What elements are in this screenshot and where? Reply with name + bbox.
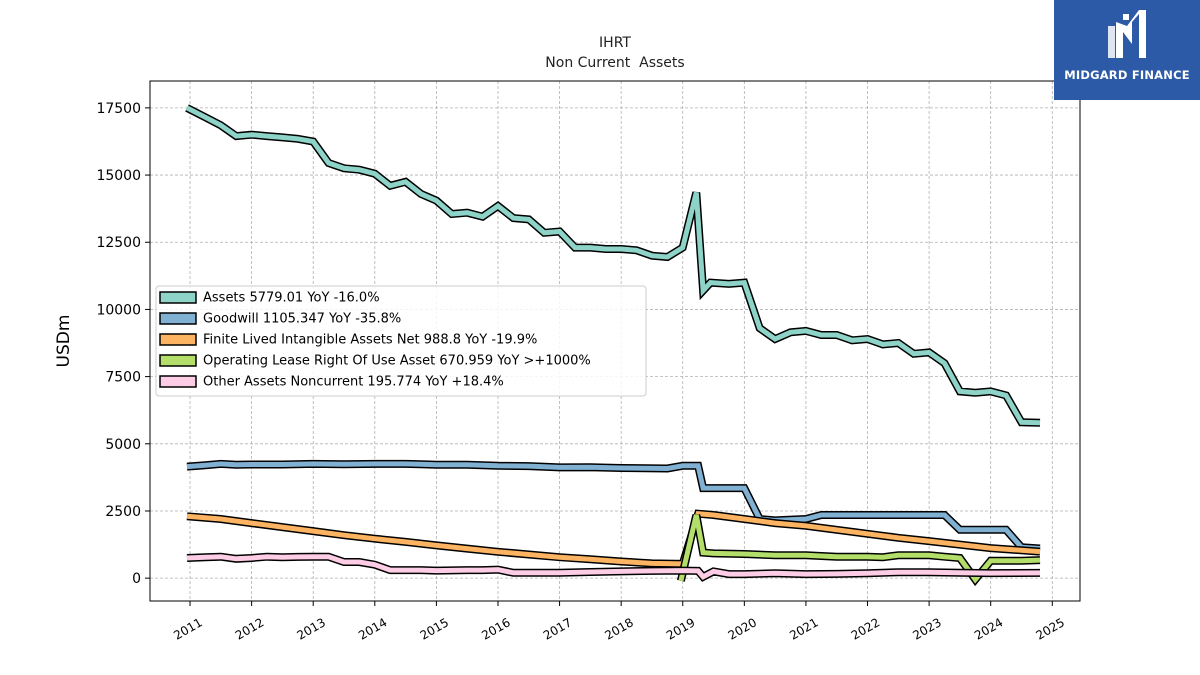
x-tick-label: 2013 <box>294 615 327 642</box>
legend-swatch <box>159 333 197 346</box>
y-tick-label: 10000 <box>96 302 141 318</box>
x-axis: 2011 2012 2013 2014 2015 2016 2017 2018 2019 2020… <box>171 601 1067 643</box>
y-tick-label: 5000 <box>105 437 141 453</box>
legend-label: Operating Lease Right Of Use Asset 670.9… <box>203 354 591 369</box>
x-tick-label: 2025 <box>1034 615 1067 642</box>
series-5 <box>186 552 1041 582</box>
x-tick-label: 2021 <box>787 615 820 642</box>
y-axis: 0 2500 5000 7500 10000 12500 15000 17500 <box>96 101 150 587</box>
series-1 <box>185 104 1041 427</box>
legend-swatch <box>159 291 197 304</box>
x-tick-label: 2024 <box>972 615 1005 642</box>
logo-name: MIDGARD FINANCE <box>1064 68 1190 82</box>
x-tick-label: 2015 <box>418 615 451 642</box>
plot-area <box>149 80 1081 602</box>
x-tick-label: 2012 <box>233 615 266 642</box>
x-tick-label: 2016 <box>479 615 512 642</box>
series-line <box>186 461 1041 551</box>
x-tick-label: 2018 <box>602 615 635 642</box>
legend-box <box>155 285 647 397</box>
legend-label: Goodwill 1105.347 YoY -35.8% <box>203 312 401 327</box>
series-line <box>185 105 1041 426</box>
legend-swatch <box>159 354 197 367</box>
y-tick-label: 17500 <box>96 101 141 117</box>
x-tick-label: 2014 <box>356 615 389 642</box>
y-tick-label: 0 <box>132 571 141 587</box>
y-tick-label: 15000 <box>96 168 141 184</box>
series-layer <box>185 104 1041 587</box>
chart-title: IHRT <box>599 35 631 51</box>
series-3 <box>186 509 1041 568</box>
x-tick-label: 2019 <box>664 615 697 642</box>
x-tick-label: 2022 <box>849 615 882 642</box>
legend: Assets 5779.01 YoY -16.0% Goodwill 1105.3… <box>155 285 647 397</box>
x-tick-label: 2011 <box>171 615 204 642</box>
y-tick-label: 7500 <box>105 370 141 386</box>
midgard-logo-mark <box>1108 10 1146 58</box>
legend-label: Other Assets Noncurrent 195.774 YoY +18.… <box>203 375 504 390</box>
legend-label: Finite Lived Intangible Assets Net 988.8… <box>203 333 537 348</box>
legend-label: Assets 5779.01 YoY -16.0% <box>203 291 380 306</box>
series-2 <box>186 459 1041 553</box>
series-line <box>186 554 1041 580</box>
y-axis-label: USDm <box>54 315 74 368</box>
chart-subtitle: Non Current Assets <box>545 55 684 71</box>
y-tick-label: 12500 <box>96 235 141 251</box>
series-line <box>186 511 1041 567</box>
x-tick-label: 2017 <box>541 615 574 642</box>
legend-swatch <box>159 312 197 325</box>
x-tick-label: 2023 <box>910 615 943 642</box>
legend-swatch <box>159 375 197 388</box>
x-tick-label: 2020 <box>726 615 759 642</box>
logo: MIDGARD FINANCE <box>1054 0 1200 100</box>
y-tick-label: 2500 <box>105 504 141 520</box>
